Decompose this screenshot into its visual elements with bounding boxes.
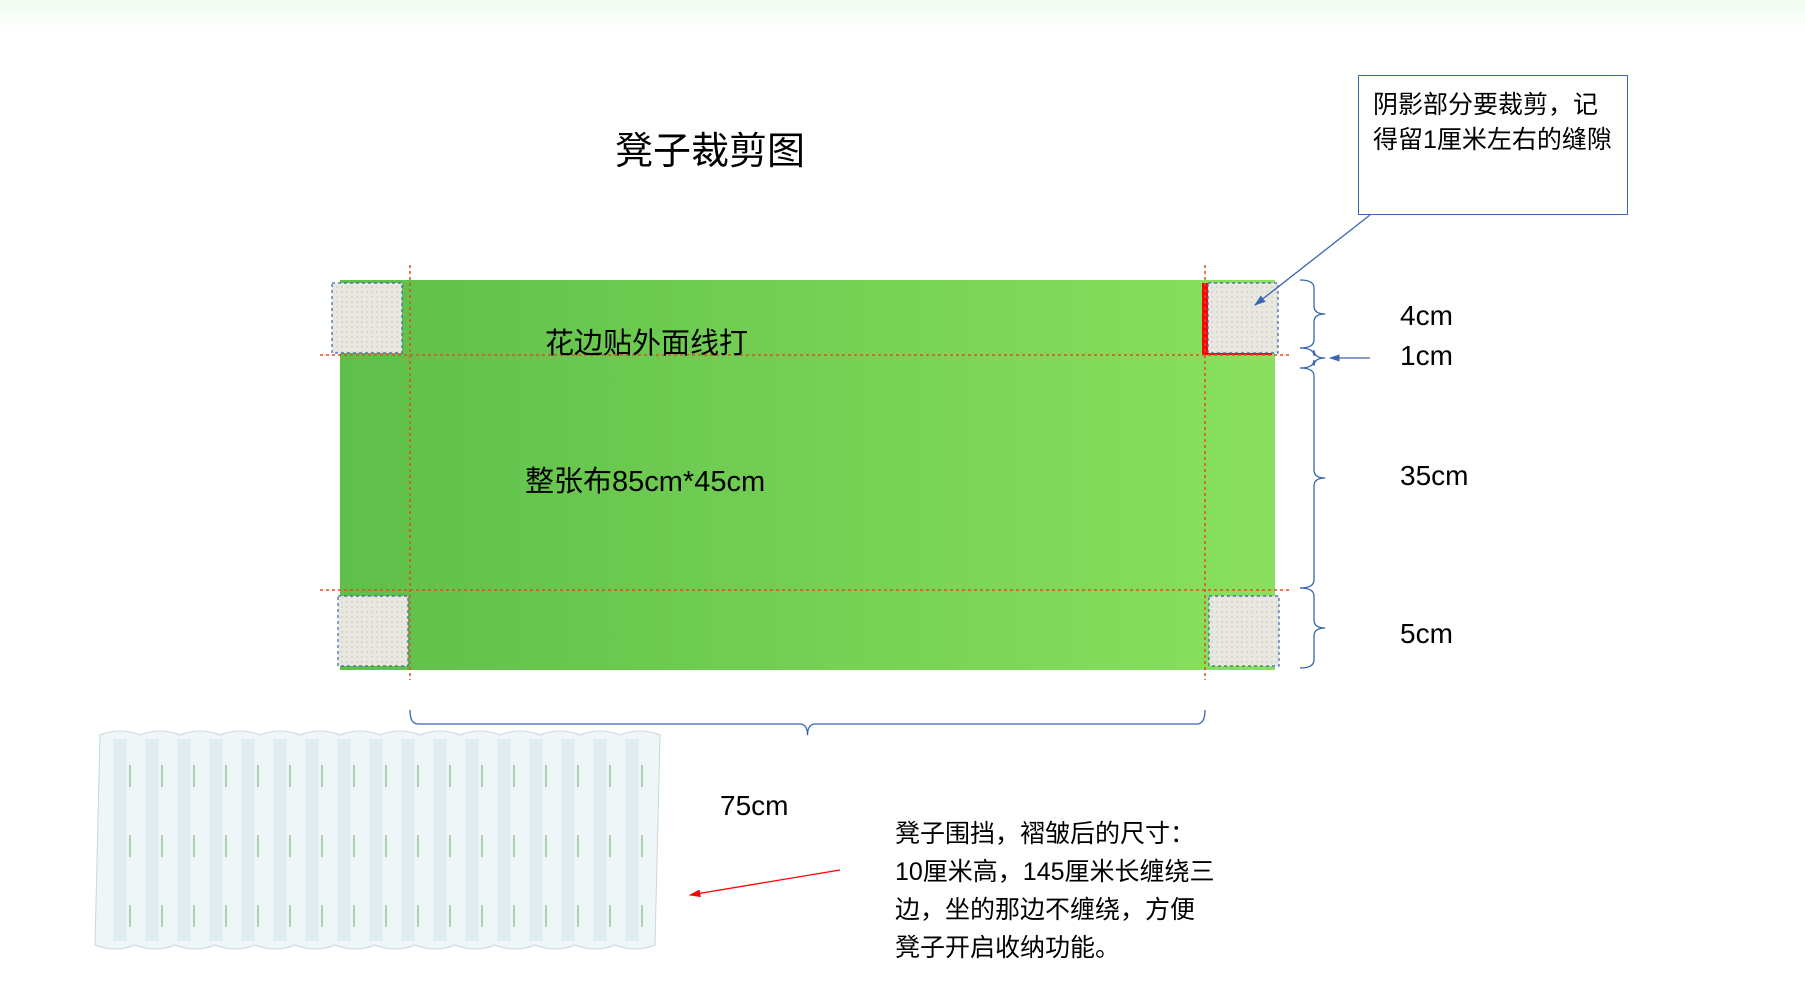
- rect-top-label: 花边贴外面线打: [545, 320, 748, 362]
- dim-1cm: 1cm: [1400, 340, 1453, 372]
- bottom-description: 凳子围挡，褶皱后的尺寸：10厘米高，145厘米长缠绕三边，坐的那边不缠绕，方便凳…: [895, 815, 1215, 967]
- rect-mid-label: 整张布85cm*45cm: [525, 458, 765, 500]
- callout-note-text: 阴影部分要裁剪，记得留1厘米左右的缝隙: [1373, 91, 1612, 154]
- dim-35cm: 35cm: [1400, 460, 1468, 492]
- dim-4cm: 4cm: [1400, 300, 1453, 332]
- diagram-title: 凳子裁剪图: [615, 120, 805, 175]
- dim-5cm: 5cm: [1400, 618, 1453, 650]
- dim-75cm: 75cm: [720, 790, 788, 822]
- callout-note-box: 阴影部分要裁剪，记得留1厘米左右的缝隙: [1358, 75, 1628, 215]
